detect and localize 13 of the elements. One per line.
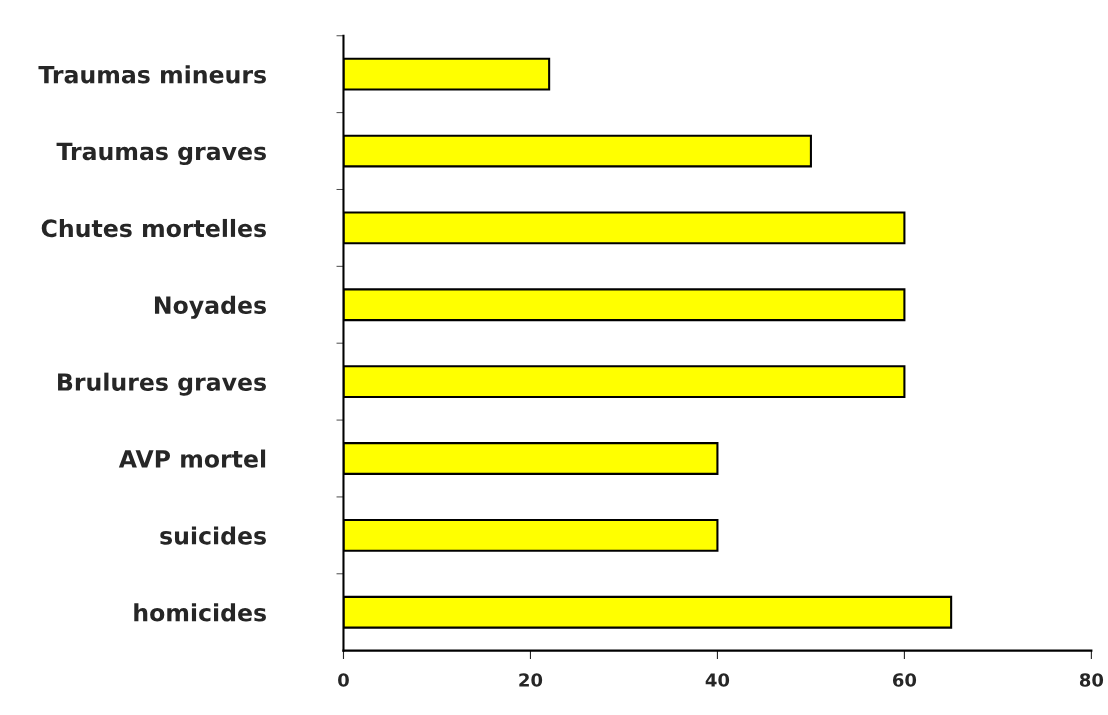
y-tick-label: suicides [160,526,266,545]
y-tick-label: Noyades [154,295,266,319]
y-tick-label: Chutes mortelles [41,218,266,238]
y-tick-label: Brulures graves [58,372,266,396]
x-tick-label: 80 [1079,673,1104,687]
y-tick-label: homicides [134,603,266,622]
x-tick-label: 0 [338,673,349,687]
x-tick-label: 40 [705,673,730,687]
y-tick-label: Traumas mineurs [38,65,266,84]
y-tick-label: AVP mortel [118,449,266,468]
x-tick-label: 20 [519,673,543,687]
y-tick-label: Traumas graves [56,142,266,166]
x-tick-label: 60 [892,673,917,687]
